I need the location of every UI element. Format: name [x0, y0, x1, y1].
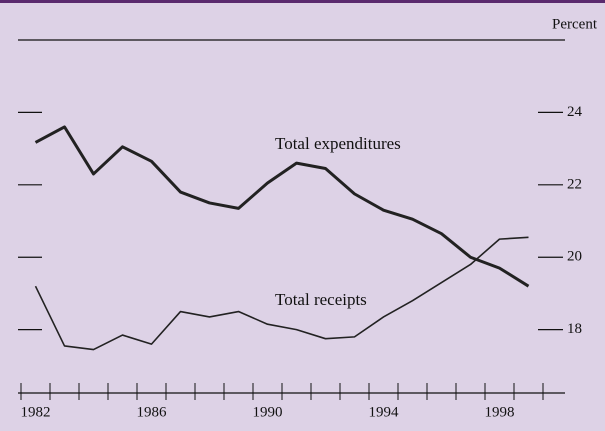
series-line — [34, 236, 529, 351]
series-line — [34, 125, 530, 288]
x-tick-label: 1982 — [21, 404, 51, 420]
series-label: Total receipts — [275, 290, 367, 309]
y-tick-label: 20 — [567, 249, 582, 265]
x-tick-label: 1994 — [369, 404, 400, 420]
series-label: Total expenditures — [275, 134, 401, 153]
y-tick-label: 18 — [567, 321, 582, 337]
x-tick-label: 1986 — [137, 404, 168, 420]
y-axis-label: Percent — [552, 16, 598, 32]
y-tick-label: 22 — [567, 176, 582, 192]
x-tick-label: 1998 — [485, 404, 515, 420]
x-tick-label: 1990 — [253, 404, 283, 420]
y-tick-label: 24 — [567, 104, 583, 120]
